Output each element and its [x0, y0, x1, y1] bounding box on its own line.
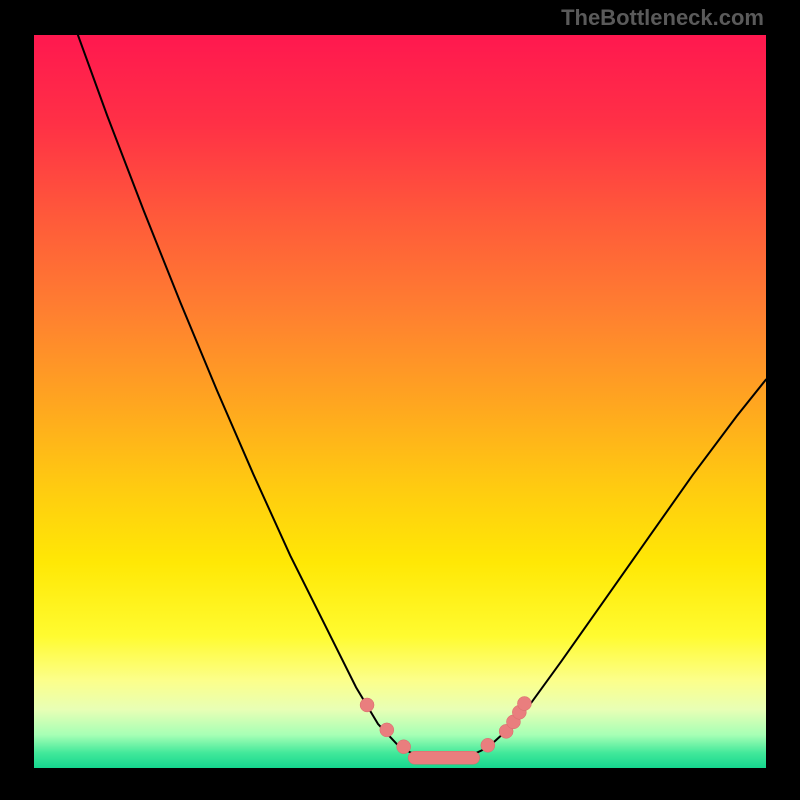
marker-dot — [517, 697, 531, 711]
curve-overlay — [34, 35, 766, 768]
marker-dot — [360, 698, 374, 712]
bottleneck-curve — [78, 35, 766, 759]
watermark-text: TheBottleneck.com — [561, 5, 764, 31]
chart-frame: TheBottleneck.com — [0, 0, 800, 800]
marker-dot — [380, 723, 394, 737]
marker-dot — [397, 740, 411, 754]
marker-dot — [481, 738, 495, 752]
plot-area — [34, 35, 766, 768]
marker-capsule — [408, 751, 480, 764]
